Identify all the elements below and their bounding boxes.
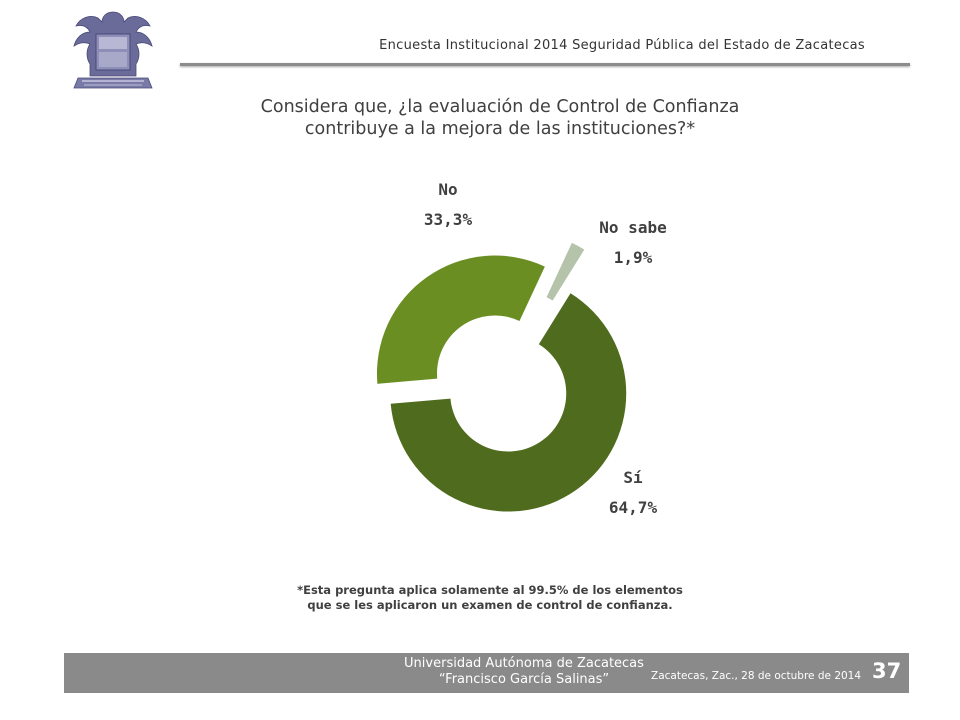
footer-university-subtitle: “Francisco García Salinas” [438,672,610,687]
slice-label: Sí [623,468,643,487]
footnote-line-2: que se les aplicaron un examen de contro… [307,598,673,612]
header-divider [180,63,910,66]
footer-university: Universidad Autónoma de Zacatecas “Franc… [354,656,694,688]
footnote-line-1: *Esta pregunta aplica solamente al 99.5%… [297,583,683,597]
slice-no [376,255,545,384]
question-line-1: Considera que, ¿la evaluación de Control… [260,97,740,117]
slice-no-sabe [546,242,585,301]
slice-label: No [438,180,457,199]
header-title: Encuesta Institucional 2014 Seguridad Pú… [379,38,865,53]
slice-value-label: 1,9% [614,248,653,267]
slice-label: No sabe [599,218,666,237]
slice-si [390,293,627,512]
university-seal-logo [73,11,153,89]
question-line-2: contribuye a la mejora de las institucio… [304,119,696,139]
question-title: Considera que, ¿la evaluación de Control… [230,96,770,140]
page-number: 37 [872,659,902,683]
slice-value-label: 33,3% [424,210,473,229]
donut-chart: No 33,3% No sabe 1,9% Sí 64,7% [376,180,667,517]
footer-university-name: Universidad Autónoma de Zacatecas [404,656,644,671]
slice-value-label: 64,7% [609,498,658,517]
footnote: *Esta pregunta aplica solamente al 99.5%… [270,583,710,613]
footer-bar: Universidad Autónoma de Zacatecas “Franc… [64,653,909,693]
footer-date: Zacatecas, Zac., 28 de octubre de 2014 [651,670,862,682]
